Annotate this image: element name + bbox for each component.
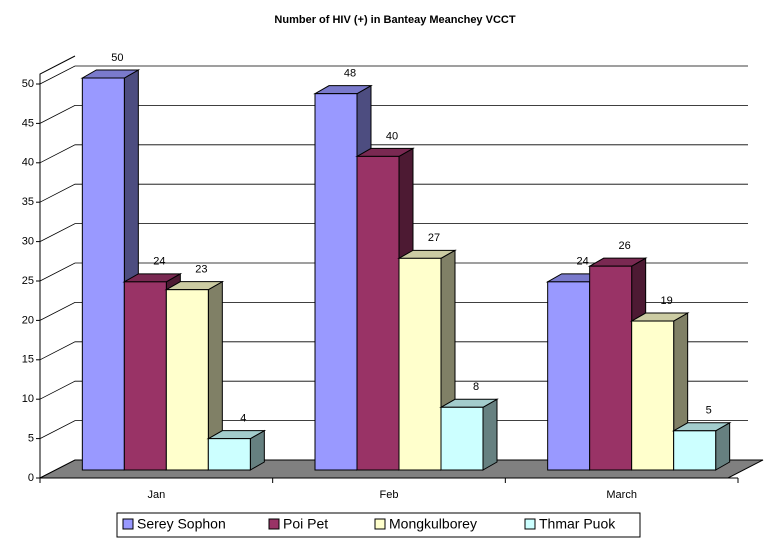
y-tick-label: 40 <box>22 157 34 169</box>
bar <box>673 430 717 471</box>
data-label: 8 <box>473 381 479 393</box>
data-label: 23 <box>195 264 207 276</box>
grid-line <box>39 301 748 321</box>
data-label: 27 <box>428 232 440 244</box>
grid-line <box>39 183 748 203</box>
bar <box>440 406 484 471</box>
x-tick-label: March <box>606 489 637 501</box>
bar <box>123 281 167 471</box>
grid-line <box>39 144 748 164</box>
legend-swatch <box>122 518 134 530</box>
data-label: 26 <box>619 240 631 252</box>
grid-line <box>39 380 748 400</box>
data-label: 4 <box>240 413 246 425</box>
grid-line <box>39 65 748 85</box>
x-tick-label: Feb <box>380 489 399 501</box>
bar <box>314 93 358 471</box>
bar <box>589 265 633 471</box>
bar <box>165 289 209 471</box>
y-tick-label: 5 <box>28 433 34 445</box>
back-wall <box>39 55 76 478</box>
bar-side <box>482 398 498 471</box>
bar <box>398 257 442 471</box>
grid-line <box>39 420 748 439</box>
y-tick-label: 10 <box>22 393 34 405</box>
legend-text: Poi Pet <box>283 516 328 532</box>
bar <box>631 320 675 471</box>
data-label: 24 <box>153 256 165 268</box>
y-tick-label: 15 <box>22 354 34 366</box>
grid-line <box>39 341 748 361</box>
y-tick-label: 0 <box>28 472 34 484</box>
grid-line <box>39 105 748 124</box>
legend-swatch <box>374 518 386 530</box>
bar <box>356 155 400 471</box>
bar <box>207 438 251 471</box>
data-label: 48 <box>344 68 356 80</box>
x-tick-label: Jan <box>147 489 165 501</box>
legend-text: Thmar Puok <box>539 516 616 532</box>
y-tick-label: 50 <box>22 78 34 90</box>
bar <box>81 77 125 471</box>
y-tick-label: 30 <box>22 236 34 248</box>
data-label: 24 <box>577 256 589 268</box>
data-label: 40 <box>386 130 398 142</box>
grid-line <box>39 262 748 282</box>
data-label: 5 <box>706 405 712 417</box>
legend-swatch <box>268 518 280 530</box>
y-tick-label: 45 <box>22 117 34 129</box>
y-tick-label: 20 <box>22 314 34 326</box>
chart-title: Number of HIV (+) in Banteay Meanchey VC… <box>274 14 515 26</box>
legend-swatch <box>524 518 536 530</box>
legend-text: Mongkulborey <box>389 516 477 532</box>
data-label: 50 <box>111 52 123 64</box>
bar <box>547 281 591 471</box>
data-label: 19 <box>661 295 673 307</box>
legend-text: Serey Sophon <box>137 516 226 532</box>
y-tick-label: 25 <box>22 275 34 287</box>
y-tick-label: 35 <box>22 196 34 208</box>
grid-line <box>39 223 748 242</box>
